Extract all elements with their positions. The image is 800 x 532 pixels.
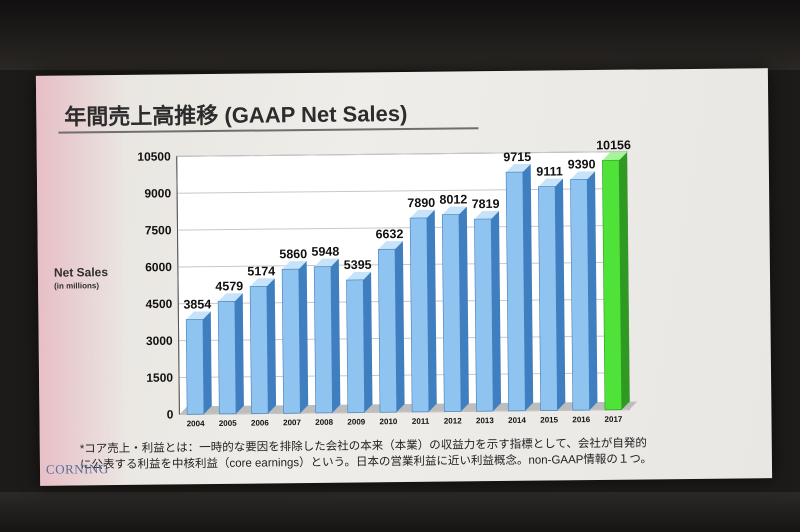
bar-side — [266, 278, 277, 414]
footnote: *コア売上・利益とは：一時的な要因を排除した会社の本来（本業）の収益力を示す指標… — [80, 434, 750, 473]
x-tick-label-2012: 2012 — [444, 416, 462, 425]
bar-side — [426, 209, 437, 412]
data-label-2007: 5860 — [279, 247, 307, 261]
x-tick-label-2013: 2013 — [476, 416, 494, 425]
data-label-2014: 9715 — [503, 150, 531, 164]
x-tick-label-2011: 2011 — [412, 417, 430, 426]
projection-room-bottom — [0, 492, 800, 532]
bar-2017 — [602, 159, 622, 411]
bar-2016 — [570, 179, 590, 411]
bar-top — [378, 241, 403, 250]
x-tick-label-2016: 2016 — [572, 415, 590, 424]
bar-2008 — [313, 266, 333, 414]
bar-top — [186, 311, 211, 320]
bar-top — [570, 171, 596, 180]
bar-2007 — [281, 268, 301, 414]
y-tick-label: 0 — [167, 407, 174, 421]
x-tick-label-2009: 2009 — [347, 417, 365, 426]
x-tick-label-2014: 2014 — [508, 416, 526, 425]
bar-2010 — [377, 248, 398, 413]
data-label-2017: 10156 — [596, 138, 631, 152]
bar-side — [555, 178, 566, 411]
x-tick-label-2010: 2010 — [379, 417, 397, 426]
data-label-2008: 5948 — [311, 245, 339, 259]
y-axis-line — [176, 156, 180, 415]
y-tick-label: 4500 — [145, 297, 172, 311]
bar-top — [538, 178, 563, 187]
data-label-2016: 9390 — [568, 157, 596, 171]
data-label-2010: 6632 — [376, 227, 404, 241]
bar-2012 — [441, 214, 462, 412]
bar-2004 — [185, 319, 205, 415]
gridline — [176, 151, 627, 157]
y-tick-label: 10500 — [137, 149, 171, 163]
x-tick-label-2017: 2017 — [604, 415, 622, 424]
bar-side — [491, 210, 502, 412]
bar-2013 — [474, 218, 494, 412]
bar-side — [619, 152, 630, 410]
projected-slide: 年間売上高推移 (GAAP Net Sales) Net Sales (in m… — [35, 68, 773, 486]
bar-side — [202, 311, 212, 415]
y-tick-label: 9000 — [144, 186, 171, 200]
bar-side — [587, 171, 598, 411]
projection-room-top — [0, 0, 800, 70]
data-label-2013: 7819 — [472, 197, 500, 211]
bar-side — [522, 163, 534, 411]
bar-top — [410, 209, 435, 219]
bar-2015 — [538, 186, 558, 411]
bar-side — [298, 261, 309, 414]
y-tick-label: 6000 — [145, 260, 172, 274]
data-label-2015: 9111 — [536, 164, 563, 178]
bar-top — [218, 293, 243, 302]
bar-top — [442, 206, 467, 215]
x-tick-label-2008: 2008 — [315, 418, 333, 427]
bar-top — [346, 271, 372, 281]
corning-logo: CORNING — [45, 461, 109, 477]
data-label-2006: 5174 — [247, 264, 275, 278]
bar-top — [282, 261, 307, 270]
bar-2014 — [505, 171, 526, 412]
bar-top — [474, 210, 500, 220]
bar-2011 — [409, 217, 430, 413]
x-tick-label-2006: 2006 — [251, 418, 269, 427]
bar-side — [330, 258, 341, 413]
bar-2006 — [249, 286, 269, 414]
bar-top — [314, 258, 339, 267]
x-tick-label-2005: 2005 — [219, 419, 237, 428]
y-tick-label: 3000 — [146, 334, 173, 348]
data-label-2004: 3854 — [183, 297, 211, 311]
bar-2009 — [346, 279, 365, 413]
x-tick-label-2004: 2004 — [187, 419, 205, 428]
y-tick-label: 1500 — [146, 371, 173, 385]
data-label-2012: 8012 — [439, 192, 467, 206]
bar-2005 — [217, 300, 237, 415]
x-tick-label-2015: 2015 — [540, 415, 558, 424]
bar-top — [506, 163, 531, 173]
bar-side — [458, 206, 469, 412]
bar-side — [394, 241, 405, 413]
bar-side — [363, 271, 373, 413]
data-label-2005: 4579 — [215, 279, 243, 293]
y-tick-label: 7500 — [145, 223, 172, 237]
data-label-2011: 7890 — [407, 196, 435, 210]
x-tick-label-2007: 2007 — [283, 418, 301, 427]
data-label-2009: 5395 — [344, 258, 372, 272]
bar-top — [602, 152, 627, 161]
net-sales-bar-chart: 0 1500 3000 4500 6000 7500 9000 10500 3854 2004 45… — [137, 138, 638, 428]
bar-top — [250, 278, 275, 287]
bar-side — [234, 293, 244, 414]
